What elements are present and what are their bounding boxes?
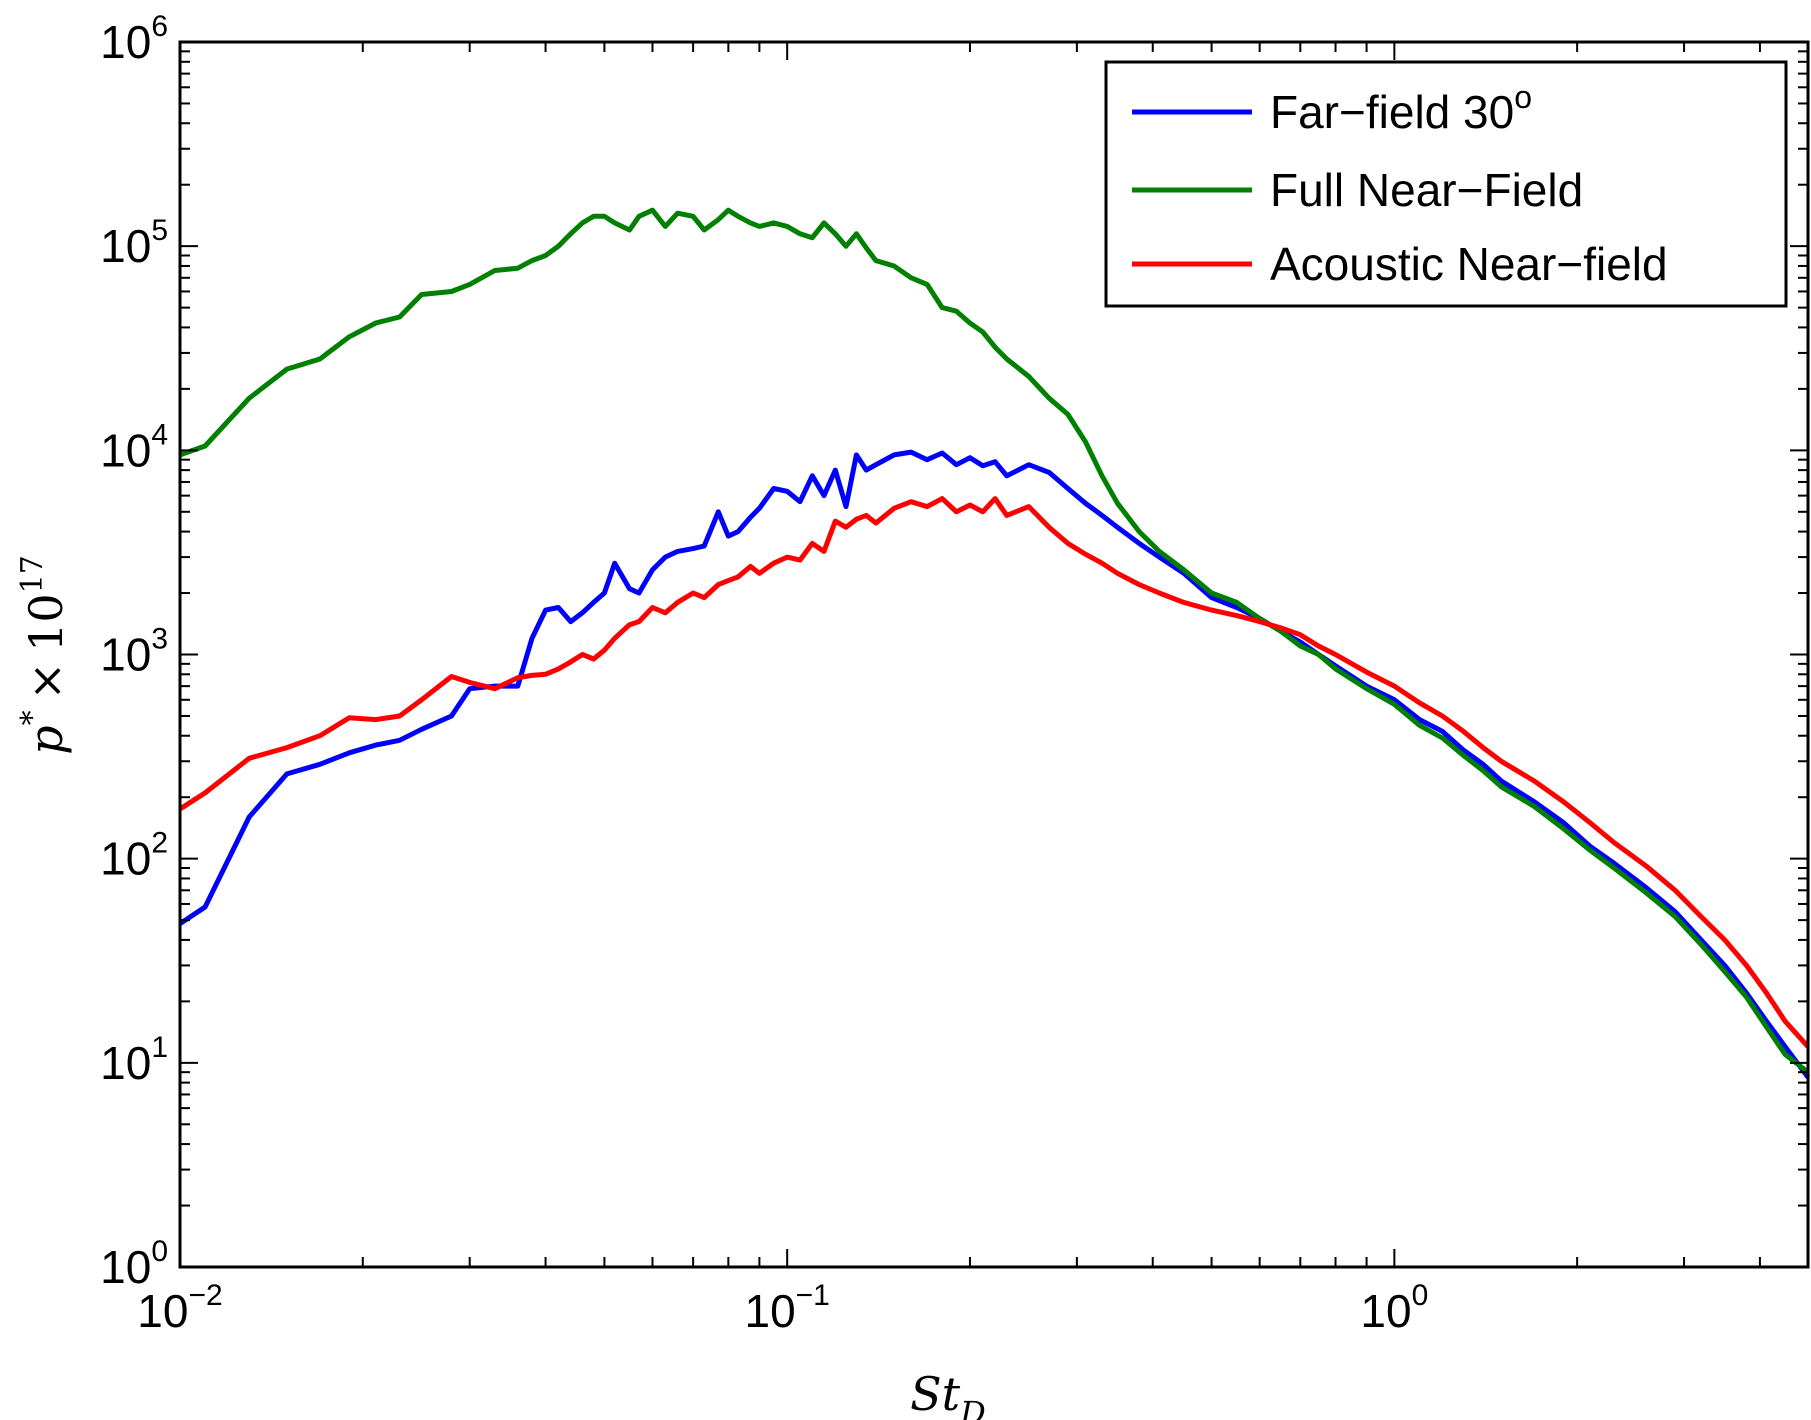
x-axis-label-main: St: [910, 1367, 961, 1420]
y-tick-label-base: 10: [100, 16, 151, 68]
x-tick-label: 10−1: [744, 1279, 829, 1337]
x-axis-label-sub: D: [959, 1394, 986, 1420]
series-line-0: [178, 449, 1810, 1079]
y-tick-label-base: 10: [100, 1037, 151, 1089]
y-tick-label-exp: 3: [151, 623, 168, 656]
y-axis-label-times: ×: [19, 662, 73, 701]
legend-label-far-field-sup: o: [1514, 79, 1532, 115]
y-axis-label-sup1: *: [15, 710, 50, 725]
svg-text:StD: StD: [910, 1367, 986, 1420]
x-tick-label-exp: −1: [796, 1279, 830, 1312]
x-tick-label-base: 10: [137, 1285, 188, 1337]
y-tick-label-base: 10: [100, 1241, 151, 1293]
svg-text:p*×1017: p* × 1017: [15, 555, 73, 755]
y-tick-label-exp: 6: [151, 10, 168, 43]
y-tick-label-base: 10: [100, 833, 151, 885]
y-tick-label: 104: [100, 418, 168, 476]
series-line-2: [178, 496, 1810, 1049]
y-tick-label: 103: [100, 623, 168, 681]
y-tick-label-exp: 0: [151, 1235, 168, 1268]
y-axis-label-sup2: 17: [15, 555, 50, 593]
y-axis-label-base: 10: [19, 593, 73, 652]
x-tick-label-base: 10: [1360, 1285, 1411, 1337]
legend-label-far-field: Far−field 30: [1270, 86, 1514, 138]
y-tick-label-exp: 4: [151, 418, 168, 451]
legend: Far−field 30o Full Near−Field Acoustic N…: [1104, 60, 1788, 308]
series-line-1: [179, 207, 1810, 1075]
x-tick-label-exp: −2: [188, 1279, 222, 1312]
y-tick-label-exp: 5: [151, 214, 168, 247]
y-axis-label: p* × 1017: [15, 555, 73, 755]
y-tick-label: 105: [100, 214, 168, 272]
y-tick-label: 100: [100, 1235, 168, 1293]
y-tick-label: 106: [100, 10, 168, 68]
x-tick-label-base: 10: [744, 1285, 795, 1337]
y-tick-label-base: 10: [100, 424, 151, 476]
x-tick-label: 100: [1360, 1279, 1428, 1337]
legend-label-full-near-field: Full Near−Field: [1270, 164, 1583, 216]
y-tick-label-exp: 1: [151, 1031, 168, 1064]
legend-entry-far-field: Far−field 30o: [1270, 79, 1532, 138]
series-layer: [178, 207, 1810, 1079]
y-axis-label-main: p: [19, 725, 73, 754]
y-tick-label: 102: [100, 827, 168, 885]
x-tick-label-exp: 0: [1412, 1279, 1429, 1312]
x-tick-label: 10−2: [137, 1279, 222, 1337]
y-tick-label-exp: 2: [151, 827, 168, 860]
y-tick-label: 101: [100, 1031, 168, 1089]
y-tick-label-base: 10: [100, 629, 151, 681]
legend-label-acoustic-near-field: Acoustic Near−field: [1270, 238, 1668, 290]
x-axis-label: StD: [910, 1367, 986, 1420]
y-tick-label-base: 10: [100, 220, 151, 272]
